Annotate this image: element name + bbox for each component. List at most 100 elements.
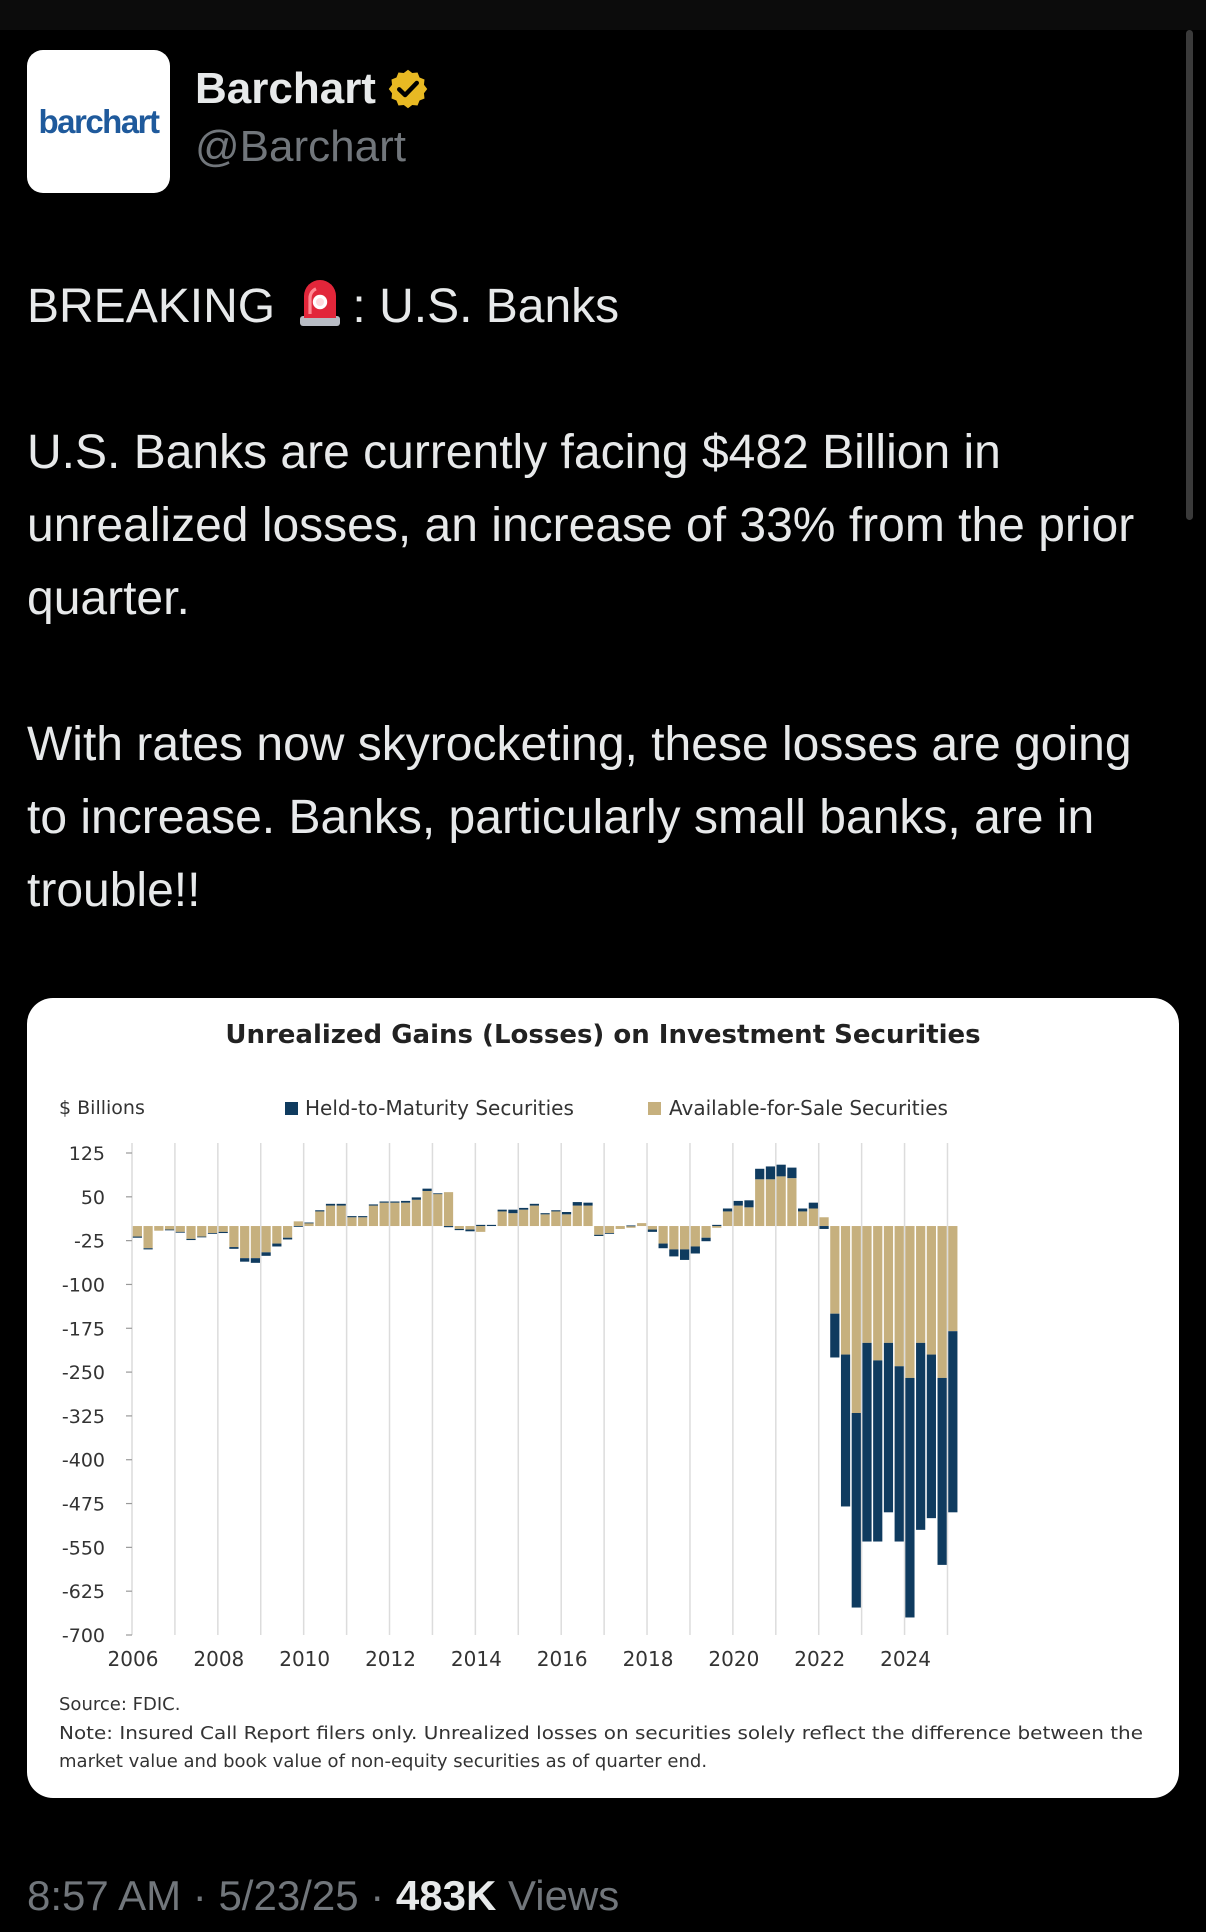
bar-htm bbox=[690, 1246, 700, 1254]
bar-afs bbox=[368, 1205, 379, 1227]
bar-afs bbox=[755, 1179, 765, 1227]
bar-htm bbox=[647, 1229, 658, 1232]
y-tick-label: -475 bbox=[62, 1494, 105, 1516]
bar-afs bbox=[883, 1226, 894, 1343]
author-name-row: Barchart bbox=[195, 64, 430, 114]
bar-afs bbox=[358, 1217, 368, 1227]
bar-htm bbox=[594, 1234, 604, 1236]
post-paragraph-3: With rates now skyrocketing, these losse… bbox=[27, 718, 1132, 917]
bar-afs bbox=[873, 1226, 883, 1361]
x-tick-label: 2014 bbox=[451, 1647, 502, 1671]
bar-htm bbox=[486, 1224, 497, 1227]
bar-htm bbox=[572, 1202, 582, 1206]
bar-htm bbox=[250, 1258, 260, 1263]
chart: Unrealized Gains (Losses) on Investment … bbox=[59, 1020, 1143, 1772]
bar-afs bbox=[690, 1226, 700, 1247]
bar-afs bbox=[325, 1205, 336, 1227]
bar-htm bbox=[873, 1360, 883, 1542]
chart-source: Source: FDIC. bbox=[59, 1694, 180, 1715]
bar-htm bbox=[240, 1258, 250, 1262]
bar-afs bbox=[218, 1226, 228, 1232]
y-tick-label: -625 bbox=[62, 1581, 105, 1603]
bar-htm bbox=[529, 1203, 539, 1206]
paragraph-gap bbox=[27, 635, 1177, 708]
top-bar bbox=[0, 0, 1206, 30]
bar-htm bbox=[830, 1313, 840, 1358]
bar-afs bbox=[594, 1226, 604, 1235]
bar-htm bbox=[561, 1212, 572, 1215]
bar-htm bbox=[476, 1224, 486, 1227]
bar-afs bbox=[583, 1205, 593, 1227]
bar-htm bbox=[948, 1331, 958, 1513]
views-label: Views bbox=[496, 1872, 620, 1919]
bar-afs bbox=[744, 1207, 754, 1227]
x-tick-label: 2010 bbox=[279, 1647, 330, 1671]
y-tick-label: -325 bbox=[62, 1406, 105, 1428]
bar-htm bbox=[851, 1412, 861, 1608]
bar-afs bbox=[615, 1226, 625, 1229]
bar-htm bbox=[368, 1204, 379, 1206]
legend-swatch-afs bbox=[648, 1102, 661, 1115]
bar-htm bbox=[765, 1166, 776, 1180]
bar-htm bbox=[433, 1193, 443, 1195]
bar-htm bbox=[744, 1200, 754, 1208]
bar-afs bbox=[733, 1205, 743, 1227]
bar-afs bbox=[948, 1226, 958, 1332]
bar-htm bbox=[722, 1208, 733, 1212]
bar-afs bbox=[819, 1217, 829, 1227]
bar-htm bbox=[293, 1226, 303, 1227]
paragraph-gap bbox=[27, 343, 1177, 416]
bar-afs bbox=[529, 1205, 539, 1227]
bar-htm bbox=[701, 1237, 711, 1242]
footer-separator: · bbox=[181, 1872, 219, 1919]
bar-htm bbox=[207, 1233, 218, 1234]
legend-label-htm: Held-to-Maturity Securities bbox=[305, 1096, 574, 1120]
bar-afs bbox=[154, 1226, 164, 1231]
bar-htm bbox=[883, 1342, 894, 1513]
bar-htm bbox=[604, 1233, 615, 1234]
bar-htm bbox=[712, 1224, 722, 1227]
post-date[interactable]: 5/23/25 bbox=[218, 1872, 359, 1919]
post-time[interactable]: 8:57 AM bbox=[27, 1872, 182, 1919]
bar-afs bbox=[175, 1226, 185, 1232]
author-handle[interactable]: @Barchart bbox=[195, 122, 406, 171]
bar-htm bbox=[186, 1238, 196, 1241]
bar-afs bbox=[508, 1213, 518, 1227]
bar-afs bbox=[540, 1214, 550, 1227]
bar-htm bbox=[926, 1354, 936, 1519]
scrollbar[interactable] bbox=[1186, 30, 1193, 520]
bar-afs bbox=[851, 1226, 861, 1413]
y-tick-label: 50 bbox=[81, 1187, 105, 1209]
y-tick-label: -100 bbox=[62, 1274, 105, 1296]
bar-htm bbox=[304, 1222, 314, 1224]
avatar[interactable]: barchart bbox=[27, 50, 170, 193]
bar-htm bbox=[197, 1236, 207, 1238]
bar-afs bbox=[722, 1211, 733, 1227]
bar-htm bbox=[454, 1228, 464, 1231]
bar-afs bbox=[229, 1226, 239, 1248]
bar-afs bbox=[497, 1211, 507, 1227]
bar-afs bbox=[926, 1226, 936, 1355]
author-block: Barchart @Barchart bbox=[195, 64, 430, 172]
bar-afs bbox=[186, 1226, 196, 1239]
bar-htm bbox=[894, 1366, 904, 1542]
y-tick-label: -700 bbox=[62, 1625, 105, 1647]
bar-htm bbox=[379, 1201, 389, 1203]
bar-htm bbox=[669, 1249, 679, 1257]
bar-afs bbox=[422, 1190, 432, 1227]
x-tick-label: 2016 bbox=[537, 1647, 588, 1671]
chart-card[interactable]: Unrealized Gains (Losses) on Investment … bbox=[27, 998, 1179, 1798]
bar-afs bbox=[443, 1192, 454, 1227]
bar-afs bbox=[336, 1205, 346, 1227]
bar-htm bbox=[508, 1209, 518, 1214]
bar-htm bbox=[132, 1236, 142, 1238]
bar-afs bbox=[250, 1226, 260, 1259]
post-text: BREAKING : U.S. Banks U.S. Banks are cur… bbox=[27, 270, 1177, 927]
bar-htm bbox=[261, 1252, 271, 1256]
bar-afs bbox=[197, 1226, 207, 1237]
y-tick-label: -175 bbox=[62, 1318, 105, 1340]
bar-afs bbox=[669, 1226, 679, 1250]
bar-afs bbox=[240, 1226, 250, 1259]
author-name[interactable]: Barchart bbox=[195, 64, 376, 113]
footer-separator: · bbox=[358, 1872, 396, 1919]
